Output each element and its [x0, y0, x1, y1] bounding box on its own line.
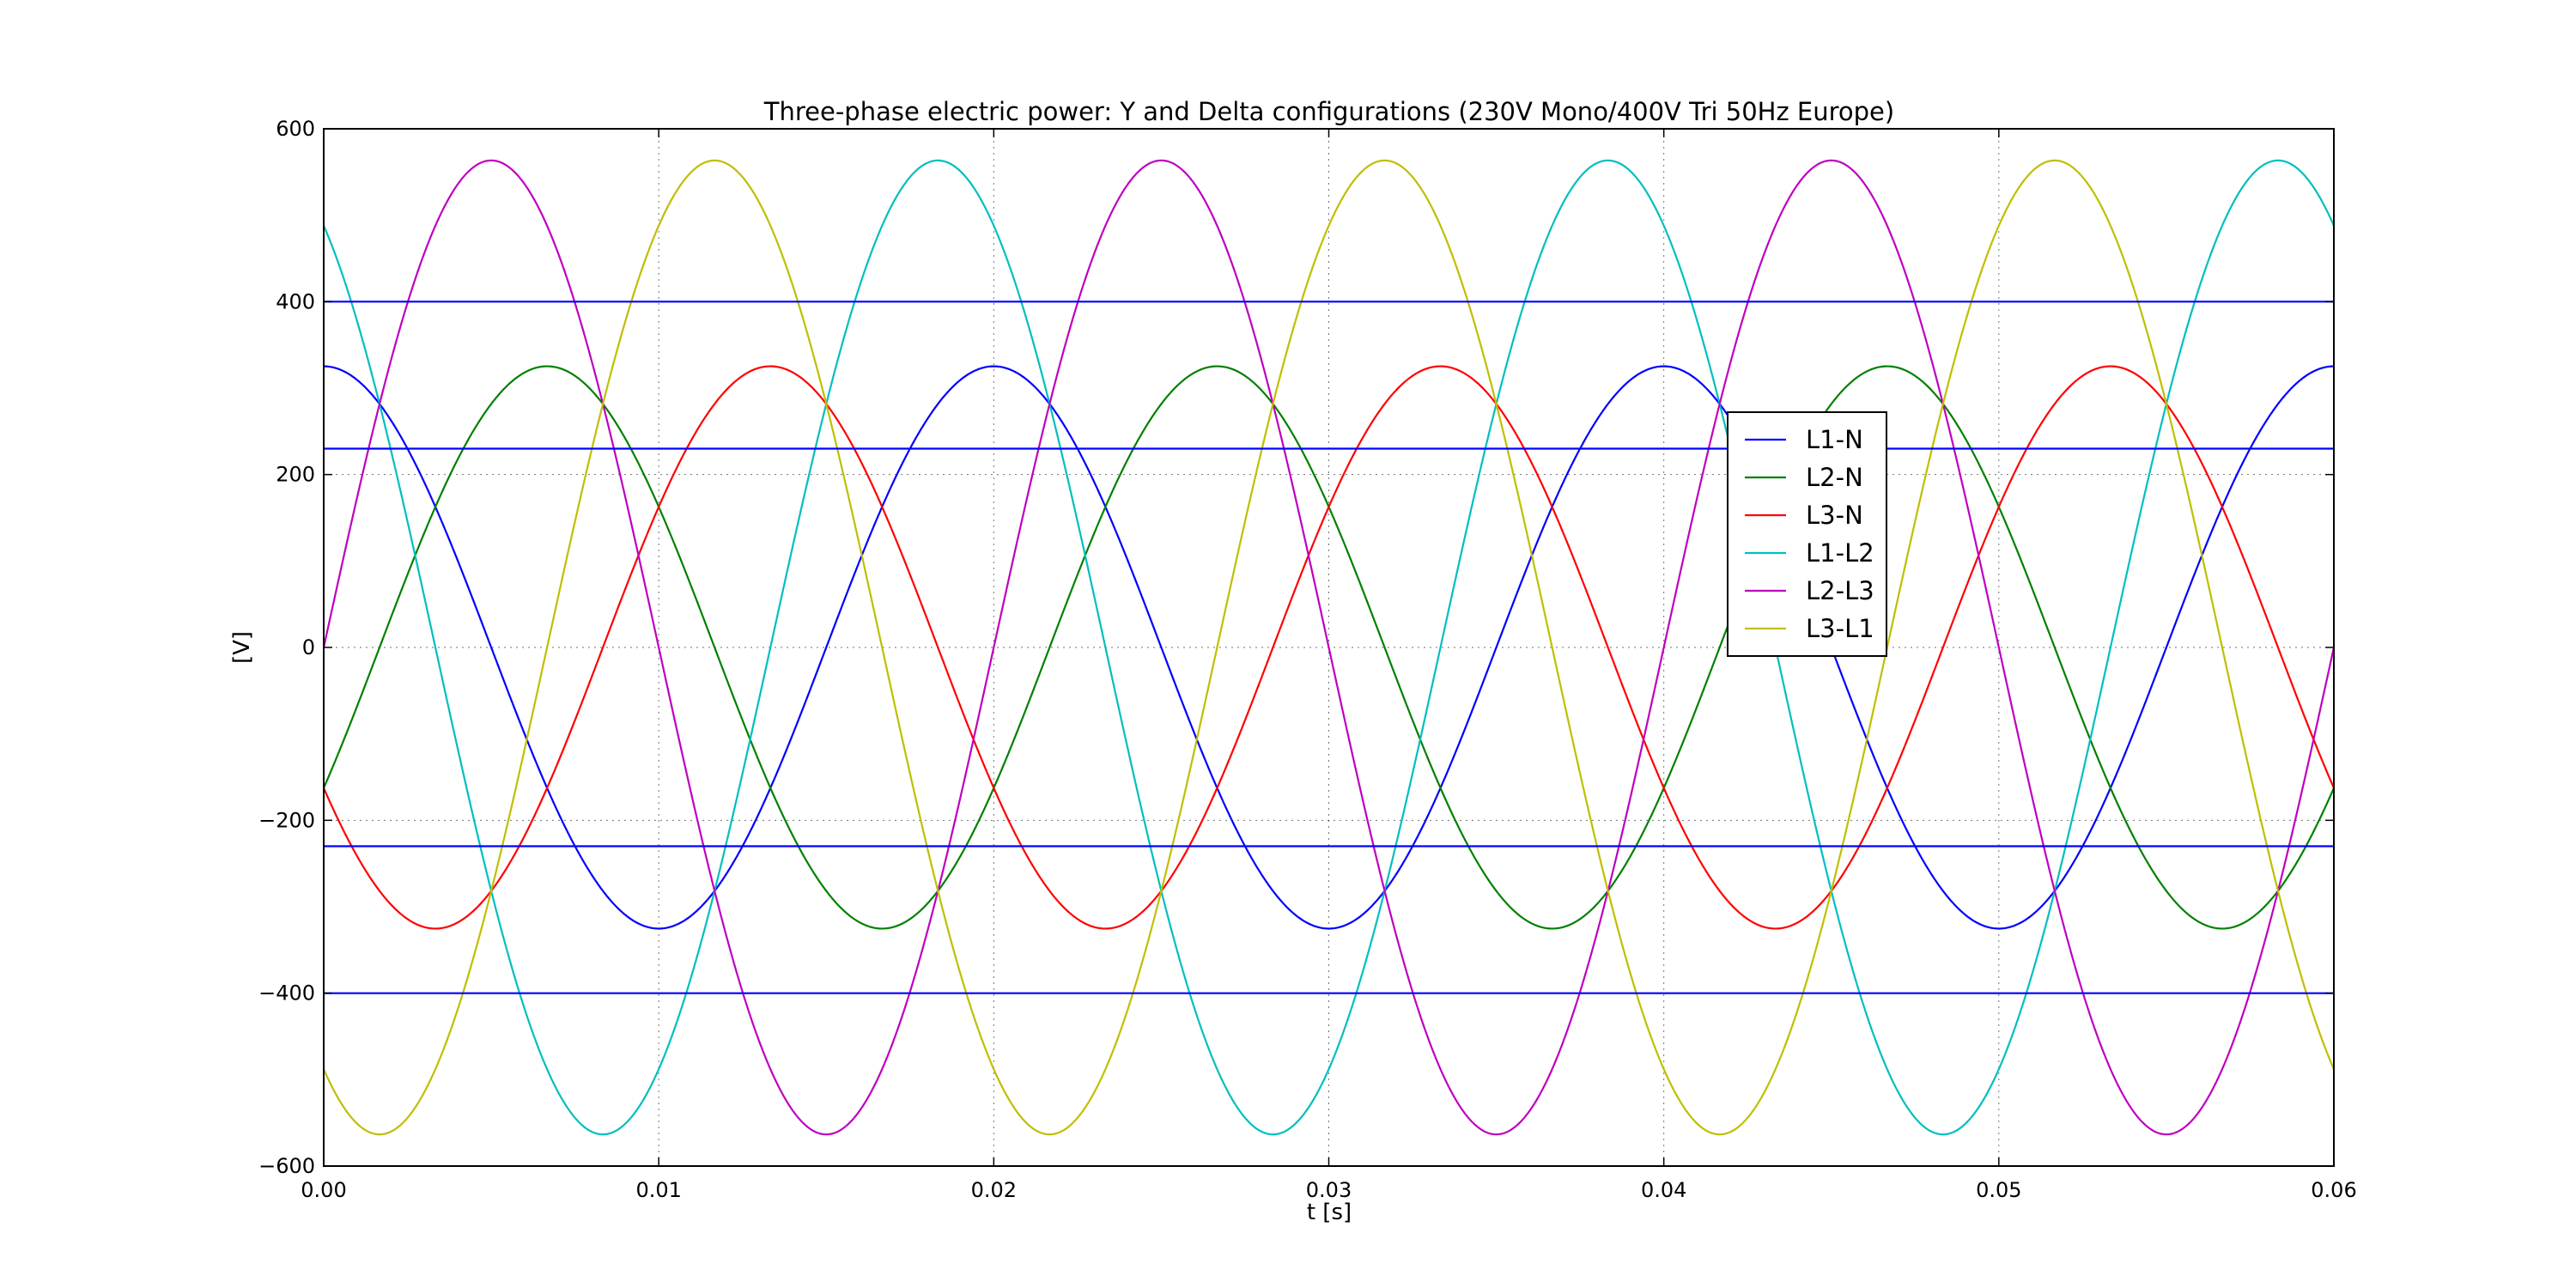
y-tick-label: 0	[302, 635, 315, 659]
x-axis-label: t [s]	[1307, 1200, 1352, 1225]
legend-label-l1-n: L1-N	[1806, 425, 1863, 454]
series-line-l2-l3	[324, 159, 2334, 1136]
y-tick-label: −200	[258, 808, 315, 832]
y-tick-label: 600	[276, 117, 315, 141]
x-tick-label: 0.02	[971, 1178, 1017, 1202]
x-tick-label: 0.00	[301, 1178, 346, 1202]
plot-area: 0.00 0.01 0.02 0.03 0.04 0.05 0.06 −600 −400 −200…	[258, 117, 2357, 1202]
legend-box	[1727, 411, 1887, 657]
x-tick-label: 0.03	[1306, 1178, 1352, 1202]
series-line-l1-l2	[324, 159, 2334, 1136]
series-line-l3-n	[324, 365, 2334, 930]
legend-label-l2-l3: L2-L3	[1806, 576, 1874, 605]
series-line-l3-l1	[324, 159, 2334, 1136]
y-tick-label: −600	[258, 1154, 315, 1178]
legend: L1-N L2-N L3-N L1-L2 L2-L3 L3-L1	[1727, 411, 1887, 657]
series-line-l1-n	[324, 365, 2334, 930]
y-axis-label: [V]	[229, 631, 255, 664]
x-tick-label: 0.05	[1976, 1178, 2021, 1202]
x-tick-label: 0.01	[635, 1178, 681, 1202]
y-tick-label: 400	[276, 289, 315, 313]
y-tick-label: −400	[258, 981, 315, 1005]
x-tick-label: 0.06	[2311, 1178, 2356, 1202]
series-group	[324, 159, 2334, 1136]
legend-label-l3-l1: L3-L1	[1806, 614, 1874, 643]
legend-label-l1-l2: L1-L2	[1806, 538, 1874, 568]
legend-label-l3-n: L3-N	[1806, 501, 1863, 530]
x-tick-label: 0.04	[1641, 1178, 1686, 1202]
chart-title: Three-phase electric power: Y and Delta …	[763, 97, 1894, 126]
y-tick-label: 200	[276, 463, 315, 487]
legend-label-l2-n: L2-N	[1806, 463, 1863, 492]
